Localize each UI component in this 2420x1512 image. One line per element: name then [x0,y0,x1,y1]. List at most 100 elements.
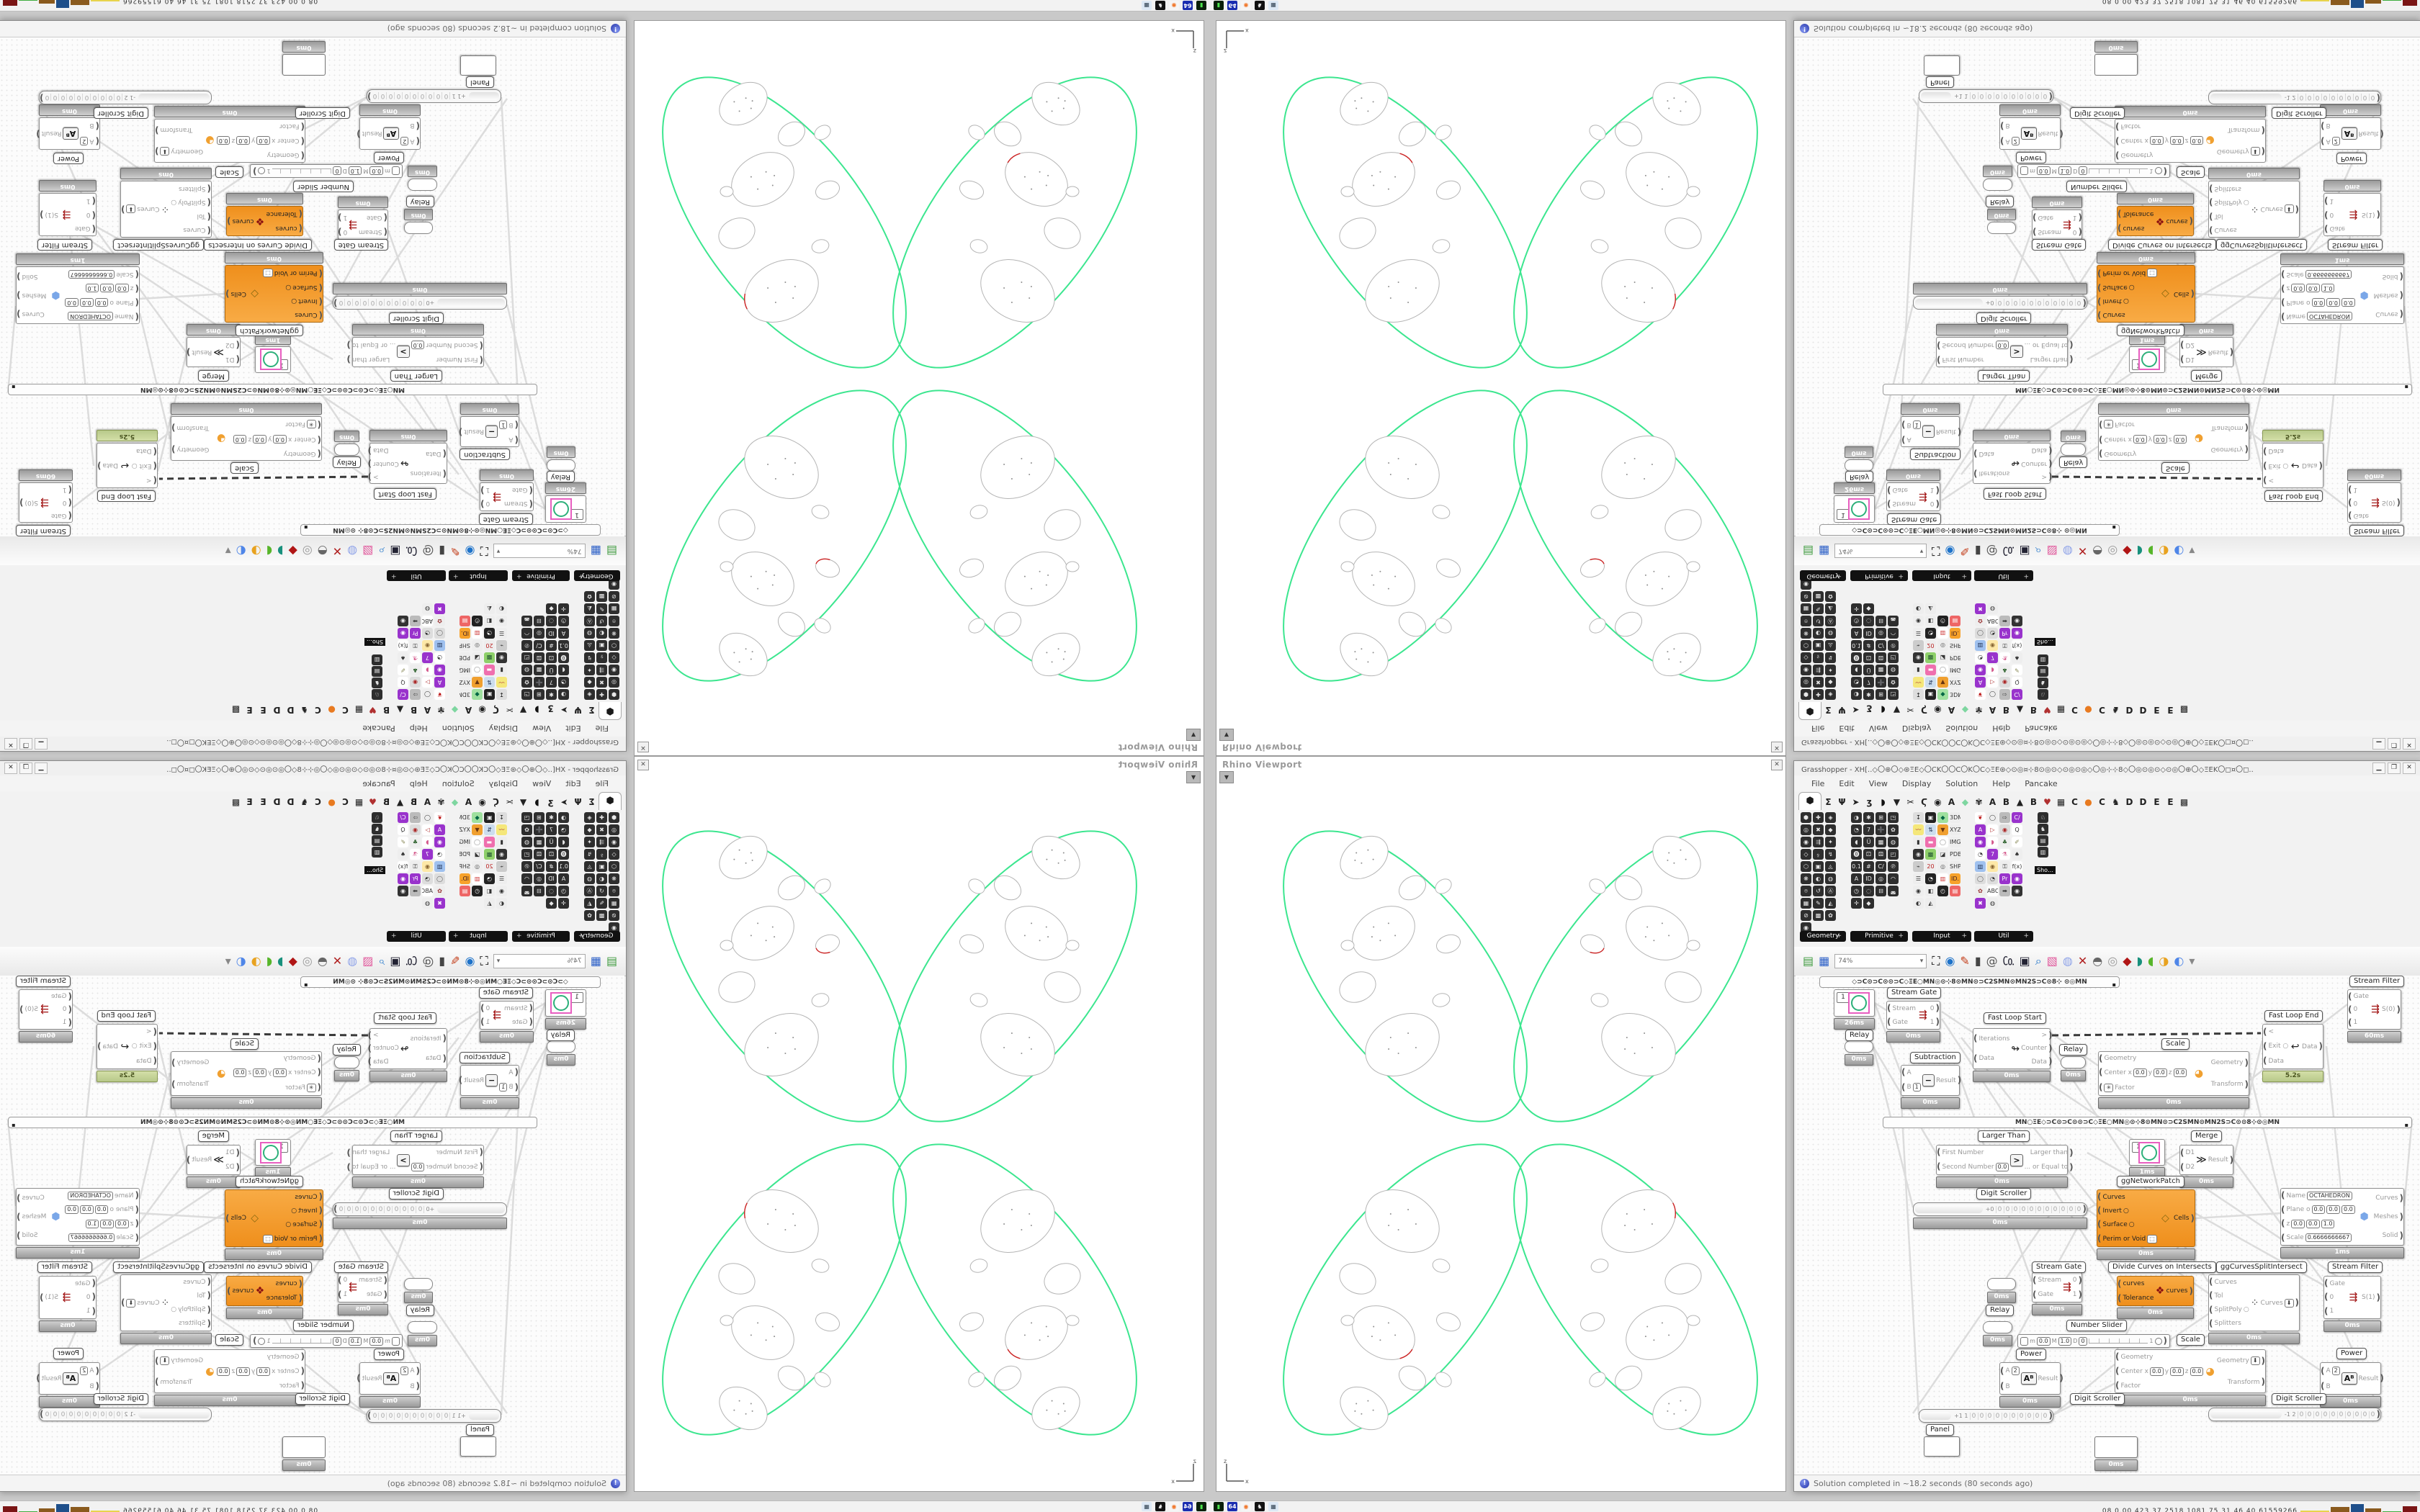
palette-component-icon[interactable]: 20 [1925,640,1936,651]
palette-component-icon[interactable]: f(x) [2012,640,2022,651]
tab-icon[interactable]: ▲ [2016,705,2024,715]
tab-icon[interactable]: B [2002,797,2010,807]
expand-icon[interactable]: + [2023,572,2029,580]
palette-component-icon[interactable]: ◖ [558,665,569,675]
tab-icon[interactable]: ◉ [1934,705,1942,715]
palette-component-icon[interactable]: ◔ [1925,873,1936,884]
palette-component-icon[interactable]: ⚀ [1863,652,1874,663]
palette-component-icon[interactable]: ▷ [1987,824,1998,835]
expand-icon[interactable]: + [1961,932,1967,940]
tab-icon[interactable]: A [424,797,431,807]
tab-selected[interactable]: ⬢ [599,702,622,720]
palette-component-icon[interactable]: ⌁ [1913,861,1924,872]
tab-icon[interactable]: E [2154,705,2160,715]
gh-component[interactable] [460,55,496,76]
palette-component-icon[interactable]: ◈ [584,689,595,700]
menu-item-edit[interactable]: Edit [1839,778,1855,788]
toolbar-icon[interactable]: @ [422,544,434,558]
toolbar-icon[interactable]: ◍ [2062,544,2073,558]
tab-icon[interactable]: ● [2084,797,2092,807]
gh-component[interactable]: (Name OCTAHEDRON(Plane o 0.0 0.0 0.0(z 0.0 0.0… [2280,253,2404,324]
component-label-bubble[interactable]: Subtraction [460,449,510,460]
palette-component-icon[interactable]: ◐ [596,628,607,639]
palette-component-icon[interactable]: ▥ [2038,847,2048,858]
gh-component[interactable]: (D1(D2 ≫ Result) 0ms [187,1145,241,1188]
palette-component-icon[interactable]: C/ [534,640,544,651]
tab-icon[interactable]: ʒ [547,797,554,807]
slider-knob[interactable] [258,1337,266,1345]
palette-component-icon[interactable]: ▣ [596,640,607,651]
palette-component-icon[interactable]: ♠ [2012,849,2022,860]
digit-scroller-body[interactable]: +1 1 0 0 0 0 0 0 0 0 0 0) [367,89,501,103]
palette-component-icon[interactable]: ♞ [372,678,382,688]
palette-component-icon[interactable]: ⍚ [1813,652,1824,663]
component-label-bubble[interactable]: Divide Curves on Intersects [204,239,312,251]
palette-component-icon[interactable]: ✎ [1813,898,1824,909]
tab-icon[interactable]: E [2167,705,2174,715]
digit-scroller-body[interactable]: +0 0 0 0 0 0 0 0 0 0 0 0) [333,296,507,310]
palette-component-icon[interactable]: ❋ [1801,628,1811,639]
palette-component-icon[interactable]: 7 [546,677,557,688]
palette-component-icon[interactable]: ➕ [1876,824,1886,835]
gh-component[interactable]: 0ms [1987,1278,2016,1303]
palette-component-icon[interactable]: ◬ [1825,861,1836,872]
palette-component-icon[interactable]: C/ [534,861,544,872]
palette-component-icon[interactable]: Pr [1999,628,2010,639]
menu-item-display[interactable]: Display [488,724,519,734]
palette-component-icon[interactable]: ◍ [521,837,532,847]
palette-component-icon[interactable]: # [1863,640,1874,651]
firefox-icon[interactable]: ◉ [1169,1502,1179,1511]
palette-component-icon[interactable]: ◗ [422,837,433,847]
palette-component-icon[interactable]: ✛ [1851,603,1862,614]
palette-component-icon[interactable]: ◯ [1975,628,1986,639]
palette-component-icon[interactable]: ▣ [596,861,607,872]
palette-component-icon[interactable]: 0.1 [558,861,569,872]
tab-icon[interactable]: A [1948,705,1955,715]
digit-scroller-body[interactable]: +1 1 0 0 0 0 0 0 0 0 0 0) [1919,89,2053,103]
palette-component-icon[interactable]: ◌ [1863,616,1874,626]
gh-component[interactable]: (D1(D2 ≫ Result) 0ms [2179,324,2233,367]
palette-component-icon[interactable]: ◐ [496,898,507,909]
menu-item-display[interactable]: Display [488,778,519,788]
palette-component-icon[interactable]: ♞ [2038,678,2048,688]
gh-component[interactable]: (Stream(Gate ⇶ 0) 1) 0ms [2032,1272,2082,1315]
gh-component[interactable]: (A 2(B Aᴮ Result) 0ms [357,104,421,150]
palette-component-icon[interactable]: PDB [1950,849,1960,860]
palette-group-label[interactable]: Input + [1912,931,1971,942]
panel-body[interactable] [2094,1436,2138,1458]
palette-component-icon[interactable]: ID [546,628,557,639]
tab-icon[interactable]: B [410,797,418,807]
component-label-bubble[interactable]: Subtraction [460,1052,510,1063]
palette-component-icon[interactable]: ◔ [484,873,495,884]
terminal-icon[interactable]: ▮ [1196,1502,1206,1511]
palette-component-icon[interactable]: ▥ [1975,861,1986,872]
palette-component-icon[interactable]: ▥ [1937,628,1948,639]
toolbar-icon[interactable]: ▣ [390,544,401,558]
firefox-icon[interactable]: ◉ [1241,1,1251,10]
palette-component-icon[interactable]: ◎ [609,677,619,688]
palette-component-icon[interactable]: Ü [546,837,557,847]
gh-component[interactable]: (A 2(B Aᴮ Result) 0ms [36,1362,100,1408]
palette-component-icon[interactable]: ↺ [596,886,607,896]
slider-knob[interactable] [2154,1337,2162,1345]
gh-component[interactable]: (Geometry(Center x 0.0 y 0.0 z 0.0(Factor ◕ Geo… [2115,106,2266,163]
palette-component-icon[interactable]: ⍚ [1813,849,1824,860]
gh-component[interactable]: (Geometry(Center x 0.0 y 0.0 z 0.0(Factor ◕ Geo… [154,1349,305,1406]
palette-component-icon[interactable]: ▷ [1987,677,1998,688]
palette-component-icon[interactable]: ⇨ [1999,689,2010,700]
tab-icon[interactable]: ● [328,797,336,807]
tab-icon[interactable]: ➤ [1852,705,1860,715]
palette-component-icon[interactable]: 0.1 [1851,640,1862,651]
palette-component-icon[interactable]: ⊟ [534,886,544,896]
palette-component-icon[interactable]: ⓿ [558,849,569,860]
palette-component-icon[interactable]: ▤ [372,835,382,846]
open-file-icon[interactable]: ▤ [1803,954,1814,968]
component-label-bubble[interactable]: Subtraction [1910,449,1960,460]
palette-component-icon[interactable]: ◎ [1937,640,1948,651]
palette-component-icon[interactable]: ◔ [1987,873,1998,884]
palette-component-icon[interactable]: ◬ [1825,640,1836,651]
gh-component[interactable]: 0ms [404,1278,433,1303]
palette-component-icon[interactable]: C/ [2012,689,2022,700]
gh-component[interactable]: 0ms [1845,446,1873,472]
